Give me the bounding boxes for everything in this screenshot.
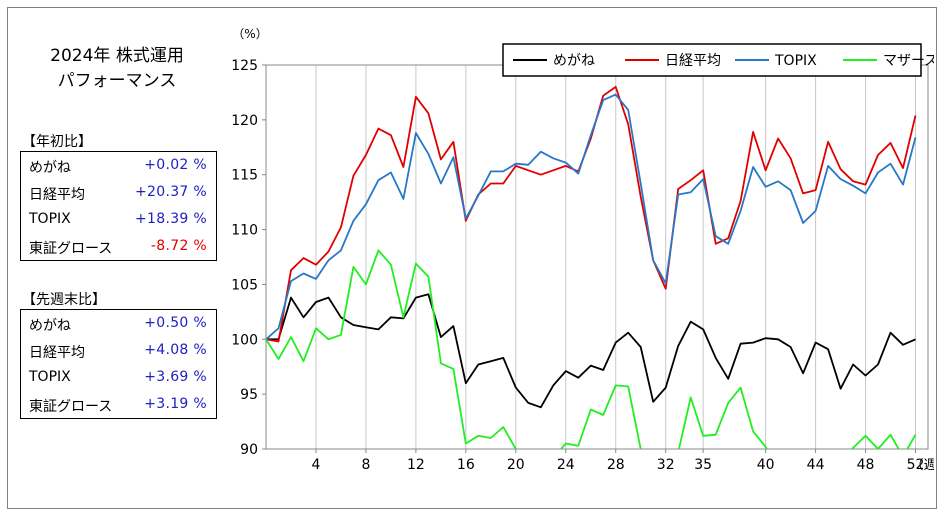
table-row: めがね +0.02 % [21, 152, 216, 179]
table-row: 日経平均 +20.37 % [21, 179, 216, 206]
row-name: めがね [29, 160, 71, 176]
x-tick-label: 28 [607, 457, 625, 473]
chart-title: 2024年 株式運用 パフォーマンス [22, 44, 212, 94]
x-tick-label: 32 [657, 457, 675, 473]
row-value: -8.72 % [150, 238, 207, 254]
table-row: 東証グロース +3.19 % [21, 391, 216, 418]
x-tick-label: 12 [407, 457, 425, 473]
chart-frame [7, 7, 937, 509]
series-line-3 [266, 93, 917, 340]
x-tick-label: 44 [807, 457, 825, 473]
y-tick-label: 90 [240, 442, 258, 458]
x-tick-label: 40 [757, 457, 775, 473]
y-tick-label: 115 [231, 168, 258, 184]
row-value: +3.19 % [144, 396, 207, 412]
y-tick-label: 120 [231, 113, 258, 129]
legend-label: 日経平均 [665, 53, 721, 69]
table-row: 日経平均 +4.08 % [21, 337, 216, 364]
y-tick-label: 100 [231, 332, 258, 348]
y-axis-label: （%） [232, 27, 267, 41]
row-value: +18.39 % [135, 211, 207, 227]
x-tick-label: 35 [694, 457, 712, 473]
row-name: 日経平均 [29, 187, 85, 203]
legend: めがね 日経平均 TOPIX マザーズ [502, 43, 934, 77]
table-row: TOPIX +18.39 % [21, 206, 216, 233]
legend-label: TOPIX [774, 53, 817, 69]
chart-title-line-1: 2024年 株式運用 [50, 46, 184, 66]
row-name: TOPIX [29, 211, 71, 227]
x-tick-label: 20 [507, 457, 525, 473]
ytd-table: めがね +0.02 % 日経平均 +20.37 % TOPIX +18.39 %… [20, 151, 217, 261]
y-tick-label: 110 [231, 223, 258, 239]
x-tick-label: 16 [457, 457, 475, 473]
series-line-4 [266, 249, 917, 449]
legend-label: マザーズ [883, 53, 934, 69]
row-value: +20.37 % [135, 184, 207, 200]
row-value: +4.08 % [144, 342, 207, 358]
x-tick-label: 8 [361, 457, 370, 473]
row-name: めがね [29, 318, 71, 334]
x-tick-label: 24 [557, 457, 575, 473]
row-value: +0.02 % [144, 157, 207, 173]
row-name: TOPIX [29, 369, 71, 385]
plot-area [265, 64, 929, 450]
row-value: +3.69 % [144, 369, 207, 385]
series-line-1 [266, 293, 916, 409]
wow-label: 【先週末比】 [22, 292, 106, 308]
chart-title-line-2: パフォーマンス [57, 71, 177, 91]
wow-table: めがね +0.50 % 日経平均 +4.08 % TOPIX +3.69 % 東… [20, 309, 217, 419]
row-name: 東証グロース [29, 241, 113, 257]
y-tick-label: 125 [231, 58, 258, 74]
row-value: +0.50 % [144, 315, 207, 331]
x-tick-label: 52 [907, 457, 925, 473]
ytd-label: 【年初比】 [22, 134, 92, 150]
table-row: 東証グロース -8.72 % [21, 233, 216, 260]
series-line-2 [266, 86, 917, 343]
x-tick-label: 4 [312, 457, 321, 473]
x-axis-label: （週） [910, 458, 934, 473]
x-tick-label: 48 [857, 457, 875, 473]
row-name: 日経平均 [29, 345, 85, 361]
y-tick-label: 105 [231, 277, 258, 293]
row-name: 東証グロース [29, 399, 113, 415]
table-row: TOPIX +3.69 % [21, 364, 216, 391]
table-row: めがね +0.50 % [21, 310, 216, 337]
legend-label: めがね [553, 53, 595, 69]
y-tick-label: 95 [240, 387, 258, 403]
